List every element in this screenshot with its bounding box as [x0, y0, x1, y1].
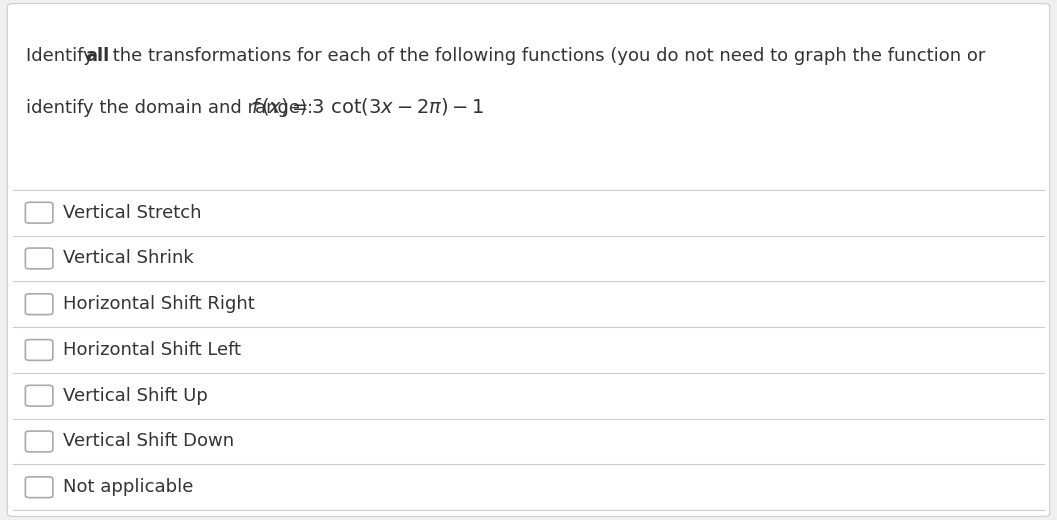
FancyBboxPatch shape: [25, 431, 53, 452]
Text: Horizontal Shift Right: Horizontal Shift Right: [63, 295, 255, 313]
Text: Vertical Shift Up: Vertical Shift Up: [63, 387, 208, 405]
Text: identify the domain and range):: identify the domain and range):: [26, 99, 319, 117]
FancyBboxPatch shape: [25, 294, 53, 315]
Text: Not applicable: Not applicable: [63, 478, 193, 496]
Text: Horizontal Shift Left: Horizontal Shift Left: [63, 341, 241, 359]
FancyBboxPatch shape: [25, 202, 53, 223]
Text: $f\,(x) = 3\ \mathrm{cot}(3x - 2\pi) - 1$: $f\,(x) = 3\ \mathrm{cot}(3x - 2\pi) - 1…: [251, 96, 484, 117]
FancyBboxPatch shape: [25, 385, 53, 406]
Text: Identify: Identify: [26, 47, 100, 65]
Text: the transformations for each of the following functions (you do not need to grap: the transformations for each of the foll…: [107, 47, 985, 65]
Text: Vertical Stretch: Vertical Stretch: [63, 204, 202, 222]
Text: Vertical Shift Down: Vertical Shift Down: [63, 433, 235, 450]
Text: all: all: [85, 47, 109, 65]
Text: Vertical Shrink: Vertical Shrink: [63, 250, 194, 267]
FancyBboxPatch shape: [25, 248, 53, 269]
FancyBboxPatch shape: [25, 477, 53, 498]
FancyBboxPatch shape: [25, 340, 53, 360]
FancyBboxPatch shape: [7, 4, 1050, 516]
